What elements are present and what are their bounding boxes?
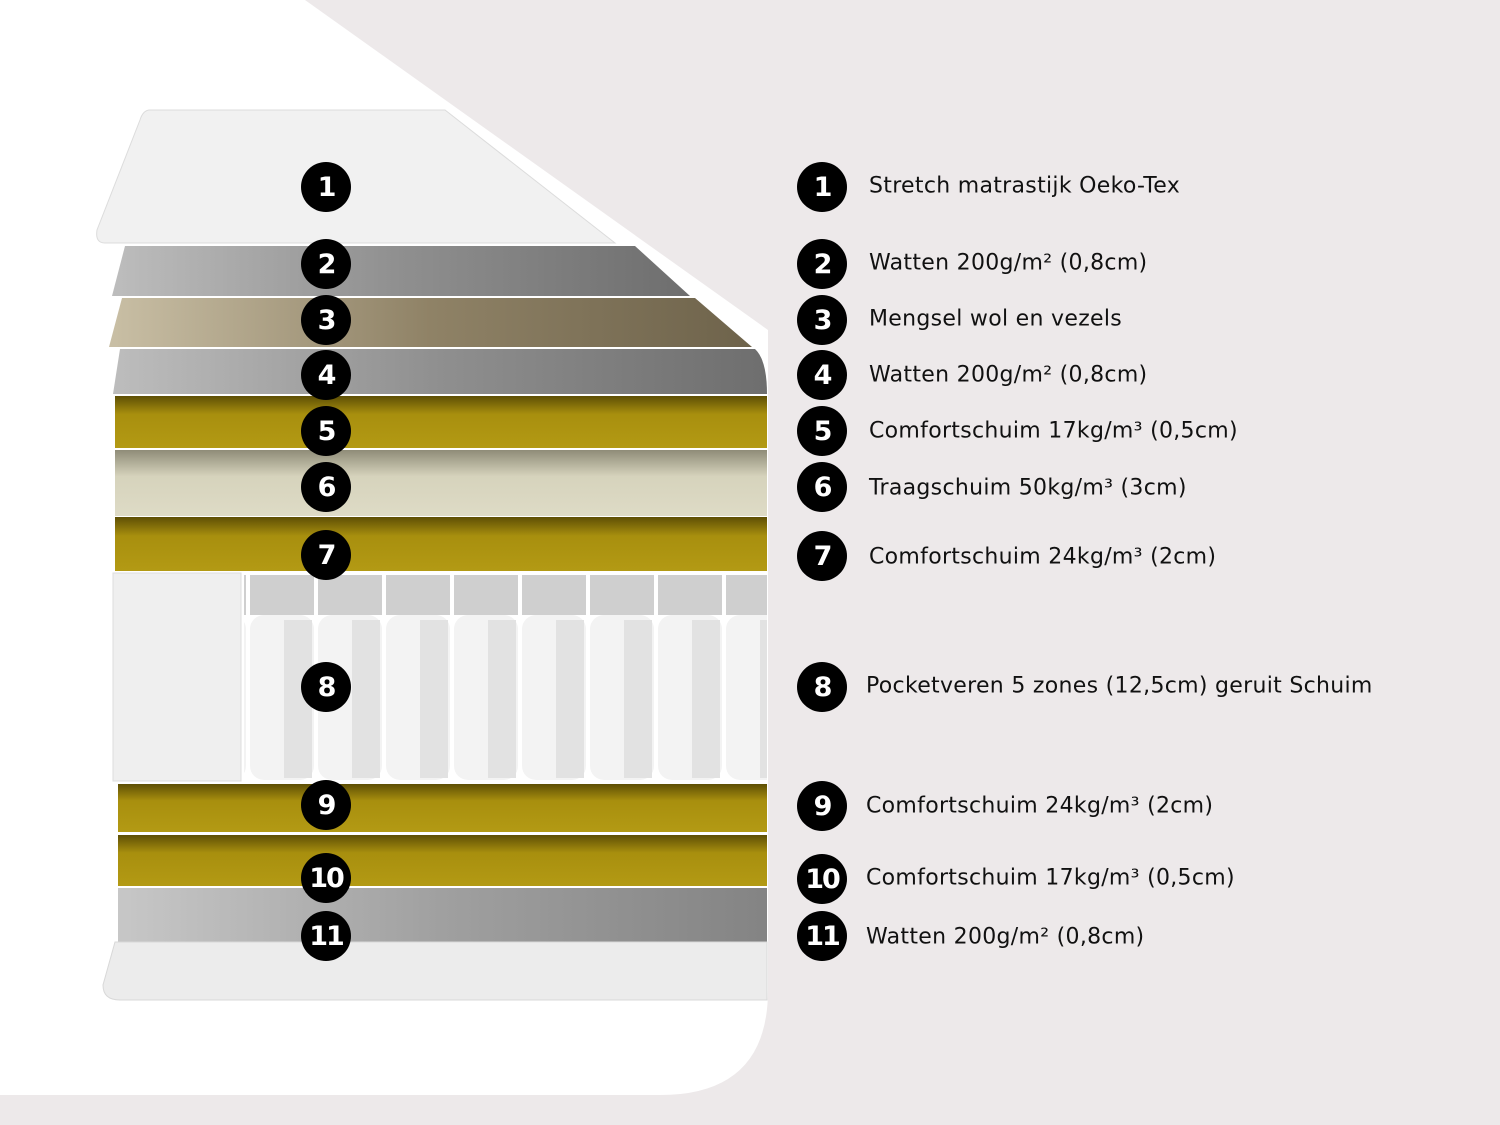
- bottom-cover-shape: [102, 941, 768, 1001]
- layer-badge-left: 8: [301, 662, 351, 712]
- legend-badge: 10: [797, 854, 847, 904]
- layer-badge-left: 5: [301, 406, 351, 456]
- legend-label: Watten 200g/m² (0,8cm): [869, 250, 1148, 276]
- layer-badge-left: 1: [301, 162, 351, 212]
- layer-badge-left: 6: [301, 462, 351, 512]
- legend-badge: 2: [797, 239, 847, 289]
- legend-label: Comfortschuim 24kg/m³ (2cm): [866, 793, 1214, 819]
- legend-badge: 9: [797, 781, 847, 831]
- layer-badge-left: 9: [301, 780, 351, 830]
- legend-label: Mengsel wol en vezels: [869, 306, 1123, 332]
- legend-badge: 7: [797, 531, 847, 581]
- legend-label: Comfortschuim 24kg/m³ (2cm): [869, 544, 1217, 570]
- legend-badge: 11: [797, 911, 847, 961]
- legend-label: Comfortschuim 17kg/m³ (0,5cm): [866, 865, 1235, 891]
- legend-badge: 3: [797, 295, 847, 345]
- layer-10-shape: [118, 835, 767, 886]
- legend-label: Traagschuim 50kg/m³ (3cm): [869, 475, 1187, 501]
- layer-badge-left: 2: [301, 239, 351, 289]
- layer-8-foam-edge: [112, 572, 242, 782]
- layer-badge-left: 3: [301, 295, 351, 345]
- layer-badge-left: 7: [301, 530, 351, 580]
- bottom-strip: [0, 1095, 1500, 1125]
- layer-6-shape: [115, 450, 767, 516]
- legend-label: Stretch matrastijk Oeko-Tex: [869, 173, 1181, 199]
- layer-3-shape: [109, 298, 752, 347]
- layer-4-shape: [113, 349, 767, 394]
- legend-badge: 6: [797, 462, 847, 512]
- layer-badge-left: 11: [301, 911, 351, 961]
- legend-label: Pocketveren 5 zones (12,5cm) geruit Schu…: [866, 673, 1373, 699]
- legend-label: Watten 200g/m² (0,8cm): [869, 362, 1148, 388]
- legend-badge: 5: [797, 406, 847, 456]
- layer-11-shape: [118, 888, 767, 942]
- layer-5-shape: [115, 396, 767, 448]
- layer-badge-left: 4: [301, 350, 351, 400]
- legend-badge: 1: [797, 162, 847, 212]
- legend-badge: 4: [797, 350, 847, 400]
- layer-7-shape: [115, 517, 767, 571]
- legend-label: Watten 200g/m² (0,8cm): [866, 924, 1145, 950]
- layer-badge-left: 10: [301, 853, 351, 903]
- layer-1-shape: [96, 109, 617, 244]
- legend-badge: 8: [797, 662, 847, 712]
- layer-9-shape: [118, 784, 767, 832]
- legend-label: Comfortschuim 17kg/m³ (0,5cm): [869, 418, 1238, 444]
- layer-2-shape: [112, 246, 690, 296]
